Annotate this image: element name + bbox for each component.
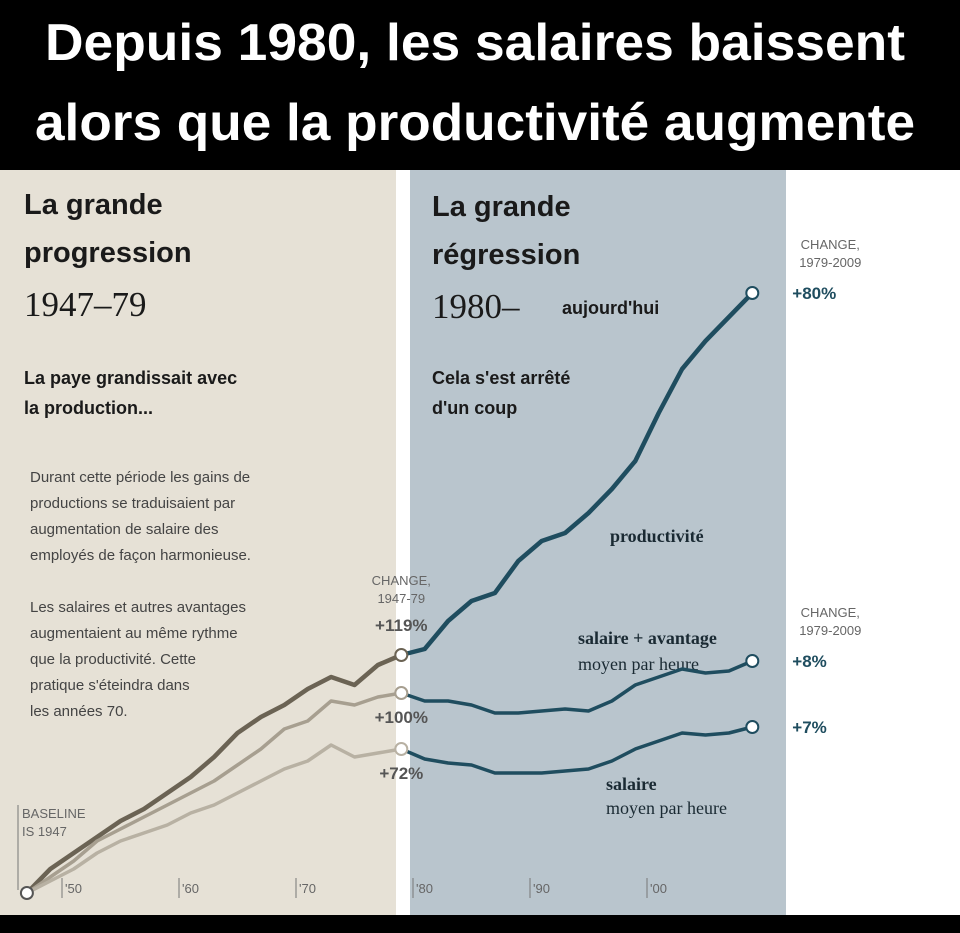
x-tick-label: '90 [533,881,550,896]
series-label: salaire + avantage [578,628,717,648]
change-label: +80% [792,284,836,303]
series-label: productivité [610,526,704,546]
panel-text: augmentaient au même rythme [30,625,238,642]
title-line: Depuis 1980, les salaires baissent [45,14,905,72]
panel-years: 1947–79 [24,285,147,324]
panel-heading: progression [24,237,192,269]
baseline-label: IS 1947 [22,824,67,839]
left-panel [0,170,396,915]
change-marker [745,286,760,300]
panel-heading: La grande [432,191,571,223]
panel-years-suffix: aujourd'hui [562,298,659,318]
series-label: moyen par heure [578,654,699,674]
panel-text: Durant cette période les gains de [30,469,250,486]
panel-text: productions se traduisaient par [30,495,235,512]
change-label: +8% [792,652,827,671]
panel-text: les années 70. [30,703,128,720]
series-line [25,691,402,895]
panel-years: 1980– [432,287,520,326]
change-label: +100% [375,708,428,727]
x-tick-label: '70 [299,881,316,896]
change-heading: CHANGE, [801,605,860,620]
baseline-label: BASELINE [22,806,86,821]
change-marker [745,720,760,734]
change-period: 1947-79 [377,591,425,606]
bottom-band [0,915,960,933]
change-label: +72% [379,764,423,783]
title-line: alors que la productivité augmente [35,94,915,152]
series-line [26,743,402,895]
change-label: +7% [792,718,827,737]
panel-text: que la productivité. Cette [30,651,196,668]
title-band [0,0,960,170]
panel-heading: La grande [24,189,163,221]
series-line [25,652,403,895]
x-tick-label: '80 [416,881,433,896]
panel-subheading: La paye grandissait avec [24,368,237,388]
change-period: 1979-2009 [799,255,861,270]
x-tick-label: '50 [65,881,82,896]
panel-subheading: Cela s'est arrêté [432,368,570,388]
change-label: +119% [375,616,427,635]
change-heading: CHANGE, [372,573,431,588]
series-line [400,725,753,775]
origin-marker [19,886,34,900]
panel-text: augmentation de salaire des [30,521,218,538]
series-label: moyen par heure [606,798,727,818]
x-tick-label: '00 [650,881,667,896]
panel-subheading: d'un coup [432,398,517,418]
change-heading: CHANGE, [801,237,860,252]
series-line [400,291,754,658]
panel-subheading: la production... [24,398,153,418]
x-tick-label: '60 [182,881,199,896]
change-marker [394,742,409,756]
series-line [400,659,753,715]
change-period: 1979-2009 [799,623,861,638]
panel-text: Les salaires et autres avantages [30,599,246,616]
right-panel [410,170,786,915]
change-marker [394,648,409,662]
panel-text: employés de façon harmonieuse. [30,547,251,564]
change-marker [394,686,409,700]
panel-heading: régression [432,239,580,271]
series-label: salaire [606,774,657,794]
panel-text: pratique s'éteindra dans [30,677,190,694]
change-marker [745,654,760,668]
